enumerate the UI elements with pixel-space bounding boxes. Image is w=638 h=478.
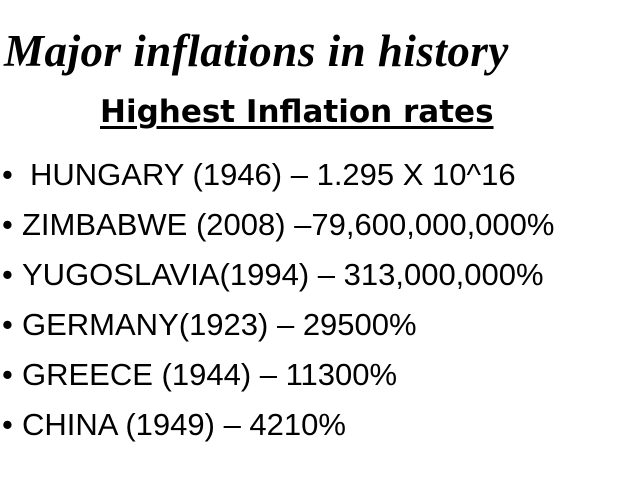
bullet-item: GREECE (1944) – 11300% <box>0 350 638 400</box>
bullet-item: CHINA (1949) – 4210% <box>0 400 638 450</box>
bullet-list: HUNGARY (1946) – 1.295 X 10^16ZIMBABWE (… <box>0 150 638 450</box>
bullet-item: ZIMBABWE (2008) –79,600,000,000% <box>0 200 638 250</box>
bullet-item: YUGOSLAVIA(1994) – 313,000,000% <box>0 250 638 300</box>
slide-subtitle: Highest Inflation rates <box>100 94 494 130</box>
bullet-item: GERMANY(1923) – 29500% <box>0 300 638 350</box>
bullet-item: HUNGARY (1946) – 1.295 X 10^16 <box>0 150 638 200</box>
slide-title: Major inflations in history <box>4 26 509 76</box>
